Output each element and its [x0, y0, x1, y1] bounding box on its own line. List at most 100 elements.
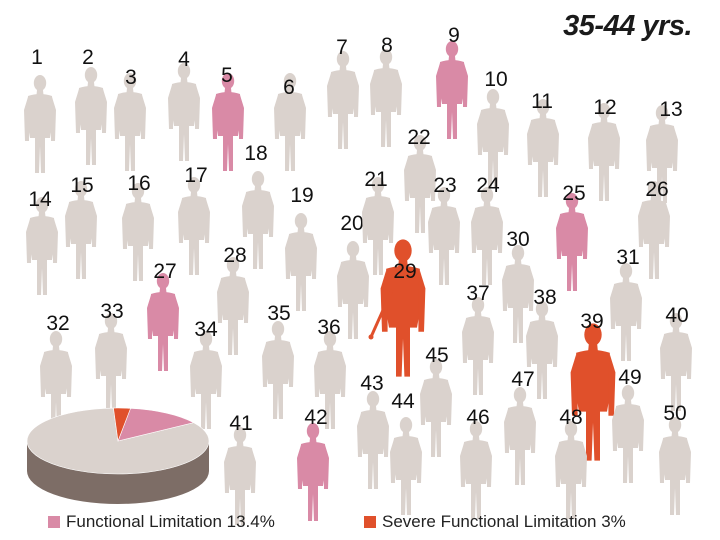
person-figure-24 — [471, 187, 503, 285]
person-figure-18 — [242, 171, 274, 269]
person-figure-44 — [390, 417, 422, 515]
person-figure-34 — [190, 331, 222, 429]
person-number-2: 2 — [82, 46, 94, 69]
person-figure-17 — [178, 177, 210, 275]
legend-label-severe: Severe Functional Limitation 3% — [382, 512, 626, 531]
person-number-38: 38 — [533, 286, 556, 309]
person-figure-36 — [314, 331, 346, 429]
person-figure-41 — [224, 427, 256, 525]
person-figure-12 — [588, 103, 620, 201]
person-number-27: 27 — [153, 260, 176, 283]
person-number-5: 5 — [221, 64, 233, 87]
person-figure-33 — [95, 313, 127, 411]
person-number-19: 19 — [290, 184, 313, 207]
person-number-15: 15 — [70, 174, 93, 197]
person-figure-45 — [420, 359, 452, 457]
legend-swatch-functional — [48, 516, 60, 528]
person-figure-5 — [212, 73, 244, 171]
person-figure-47 — [504, 387, 536, 485]
person-figure-30 — [502, 245, 534, 343]
person-number-40: 40 — [665, 304, 688, 327]
person-number-24: 24 — [476, 174, 500, 197]
person-figure-46 — [460, 421, 492, 519]
person-figure-1 — [24, 75, 56, 173]
person-figure-31 — [610, 263, 642, 361]
person-number-25: 25 — [562, 182, 585, 205]
person-number-32: 32 — [46, 312, 69, 335]
person-figure-27 — [147, 273, 179, 371]
person-number-30: 30 — [506, 228, 529, 251]
chart-title: 35-44 yrs. — [563, 10, 692, 42]
person-number-12: 12 — [593, 96, 616, 119]
person-number-47: 47 — [511, 368, 534, 391]
person-figure-42 — [297, 423, 329, 521]
person-number-17: 17 — [184, 164, 207, 187]
person-number-44: 44 — [391, 390, 415, 413]
person-figure-25 — [556, 193, 588, 291]
person-figure-43 — [357, 391, 389, 489]
person-number-22: 22 — [407, 126, 430, 149]
person-figure-4 — [168, 63, 200, 161]
person-figure-39 — [570, 323, 616, 461]
pie-side — [27, 441, 209, 504]
person-figure-16 — [122, 183, 154, 281]
person-figure-8 — [370, 49, 402, 147]
person-number-21: 21 — [364, 168, 387, 191]
person-number-49: 49 — [618, 366, 641, 389]
person-number-37: 37 — [466, 282, 489, 305]
person-number-41: 41 — [229, 412, 252, 435]
person-figure-49 — [612, 385, 644, 483]
person-figure-35 — [262, 321, 294, 419]
person-number-50: 50 — [663, 402, 686, 425]
person-figure-48 — [555, 421, 587, 519]
person-number-14: 14 — [28, 188, 52, 211]
cane-tip — [368, 334, 374, 340]
person-number-23: 23 — [433, 174, 456, 197]
person-number-45: 45 — [425, 344, 448, 367]
person-figure-6 — [274, 73, 306, 171]
person-number-13: 13 — [659, 98, 682, 121]
person-figure-22 — [404, 135, 436, 233]
person-figure-11 — [527, 99, 559, 197]
person-number-46: 46 — [466, 406, 489, 429]
person-figure-23 — [428, 187, 460, 285]
legend-item-severe: Severe Functional Limitation 3% — [364, 512, 626, 532]
person-number-11: 11 — [531, 90, 553, 113]
person-number-20: 20 — [340, 212, 363, 235]
person-number-28: 28 — [223, 244, 246, 267]
person-number-35: 35 — [267, 302, 290, 325]
person-figure-7 — [327, 51, 359, 149]
person-figure-32 — [40, 331, 72, 429]
person-number-18: 18 — [244, 142, 267, 165]
pie-chart — [26, 407, 210, 504]
person-number-34: 34 — [194, 318, 218, 341]
person-figure-26 — [638, 181, 670, 279]
person-number-48: 48 — [559, 406, 582, 429]
person-number-26: 26 — [645, 178, 668, 201]
person-figure-29 — [380, 239, 426, 377]
person-figure-20 — [337, 241, 369, 339]
person-figure-13 — [646, 105, 678, 203]
legend-swatch-severe — [364, 516, 376, 528]
person-figure-40 — [660, 313, 692, 411]
person-figure-10 — [477, 89, 509, 187]
person-number-39: 39 — [580, 310, 603, 333]
person-number-1: 1 — [31, 46, 43, 69]
person-number-31: 31 — [616, 246, 639, 269]
legend-item-functional: Functional Limitation 13.4% — [48, 512, 275, 532]
person-number-42: 42 — [304, 406, 327, 429]
person-number-16: 16 — [127, 172, 150, 195]
person-number-4: 4 — [178, 48, 190, 71]
person-figure-2 — [75, 67, 107, 165]
person-number-9: 9 — [448, 24, 460, 47]
person-number-43: 43 — [360, 372, 383, 395]
person-figure-28 — [217, 257, 249, 355]
person-figure-14 — [26, 197, 58, 295]
person-number-36: 36 — [317, 316, 340, 339]
person-figure-21 — [362, 177, 394, 275]
cane-icon — [369, 289, 394, 338]
person-figure-50 — [659, 417, 691, 515]
pie-slice-functional — [117, 408, 195, 442]
